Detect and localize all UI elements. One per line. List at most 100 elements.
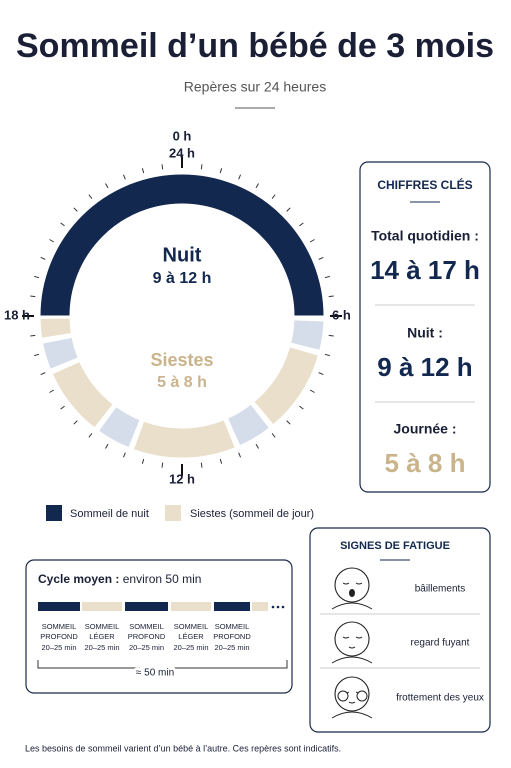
clock-tick: [238, 174, 242, 180]
clock-tick: [318, 372, 324, 376]
ring-segment: [253, 346, 320, 426]
clock-tick: [324, 353, 330, 357]
title: Sommeil d’un bébé de 3 mois: [16, 27, 494, 65]
cycle-subtitle: environ 50 min: [123, 572, 202, 586]
clock-tick: [34, 275, 40, 279]
clock-tick: [255, 443, 259, 449]
cycle-total: ≈ 50 min: [136, 668, 174, 679]
fatigue-signs: bâillements regard fuyant frottement des y…: [320, 567, 484, 719]
phase-line: PROFOND: [213, 632, 251, 641]
clock-tick: [40, 256, 46, 260]
cycle-block: [125, 602, 168, 611]
body: [331, 602, 373, 610]
clock-tick: [299, 405, 304, 410]
clock-tick: [105, 183, 109, 189]
clock-tick: [60, 405, 65, 410]
clock-tick: [299, 222, 304, 227]
clock-tick: [73, 420, 78, 425]
cycle-title-bold: Cycle moyen :: [38, 572, 119, 586]
legend-label: Sommeil de nuit: [70, 508, 149, 520]
clock-tick: [105, 443, 109, 449]
clock-tick: [161, 462, 164, 468]
phase-duration: 20–25 min: [84, 643, 119, 652]
phase-duration: 20–25 min: [173, 643, 208, 652]
mouth: [348, 701, 356, 704]
bracket: [37, 660, 288, 669]
phase-duration: 20–25 min: [214, 643, 249, 652]
clock-tick: [161, 164, 164, 170]
clock-tick: [88, 433, 93, 438]
clock-tick: [324, 275, 330, 279]
card-title: CHIFFRES CLÉS: [377, 177, 472, 192]
cycle-block: [214, 602, 250, 611]
figure-label: Total quotidien :: [371, 228, 479, 244]
dot: [276, 605, 280, 609]
key-figures: Total quotidien : 14 à 17 h Nuit : 9 à 12 h…: [370, 228, 480, 478]
clock-label: 6 h: [332, 307, 351, 322]
phase-line: SOMMEIL: [42, 622, 77, 631]
face: [334, 621, 370, 657]
eyes: [342, 636, 363, 639]
clock-tick: [141, 168, 145, 174]
legend-label: Siestes (sommeil de jour): [190, 508, 314, 520]
clock-tick: [88, 194, 93, 199]
sign-label: bâillements: [415, 584, 466, 595]
phase-line: SOMMEIL: [215, 622, 250, 631]
cycle-title: Cycle moyen : environ 50 min: [38, 572, 201, 586]
sign-label: frottement des yeux: [396, 693, 484, 704]
figure-value: 9 à 12 h: [377, 352, 472, 382]
figure-label: Nuit :: [407, 325, 443, 341]
legend-swatch: [165, 505, 181, 521]
phase-line: SOMMEIL: [85, 622, 120, 631]
ring-segment: [226, 403, 271, 447]
hand: [356, 690, 368, 702]
phase-line: PROFOND: [128, 632, 166, 641]
mouth: [348, 646, 356, 649]
clock-tick: [40, 372, 46, 376]
figure-value: 14 à 17 h: [370, 255, 480, 285]
cycle-block: [82, 602, 122, 611]
phase-line: LÉGER: [178, 632, 204, 641]
clock-label: 12 h: [169, 471, 195, 486]
clock-tick: [200, 164, 203, 170]
clock-tick: [318, 256, 324, 260]
baby-icon: [331, 676, 373, 719]
clock-label: 24 h: [169, 145, 195, 160]
figure-value: 5 à 8 h: [385, 448, 466, 478]
face: [334, 676, 370, 712]
cycle-block: [38, 602, 80, 611]
hand: [337, 690, 349, 702]
sign-label: regard fuyant: [411, 638, 470, 649]
cycle-card: [25, 559, 293, 694]
phase-line: SOMMEIL: [129, 622, 164, 631]
ring-segment: [39, 173, 325, 317]
figure-label: Journée :: [393, 421, 456, 437]
cycle-block: [171, 602, 211, 611]
ring-segment: [51, 360, 114, 429]
clock-tick: [34, 353, 40, 357]
body: [331, 656, 373, 664]
clock-tick: [328, 295, 334, 298]
clock-tick: [328, 334, 334, 337]
naps-value: 5 à 8 h: [157, 374, 207, 391]
mouth: [349, 589, 355, 597]
clock-tick: [219, 458, 223, 464]
clock-label: 18 h: [4, 307, 30, 322]
clock-tick: [122, 174, 126, 180]
clock-tick: [30, 295, 36, 298]
clock-tick: [60, 222, 65, 227]
ring-segment: [39, 317, 72, 339]
clock-tick: [271, 433, 276, 438]
clock-tick: [271, 194, 276, 199]
clock-tick: [49, 239, 55, 243]
phase-duration: 20–25 min: [129, 643, 164, 652]
clock-tick: [309, 239, 315, 243]
clock-tick: [238, 452, 242, 458]
clock-tick: [30, 334, 36, 337]
ring-segment: [97, 405, 141, 449]
clock-tick: [255, 183, 259, 189]
cycle-block: [252, 602, 268, 611]
eyes: [342, 582, 363, 585]
